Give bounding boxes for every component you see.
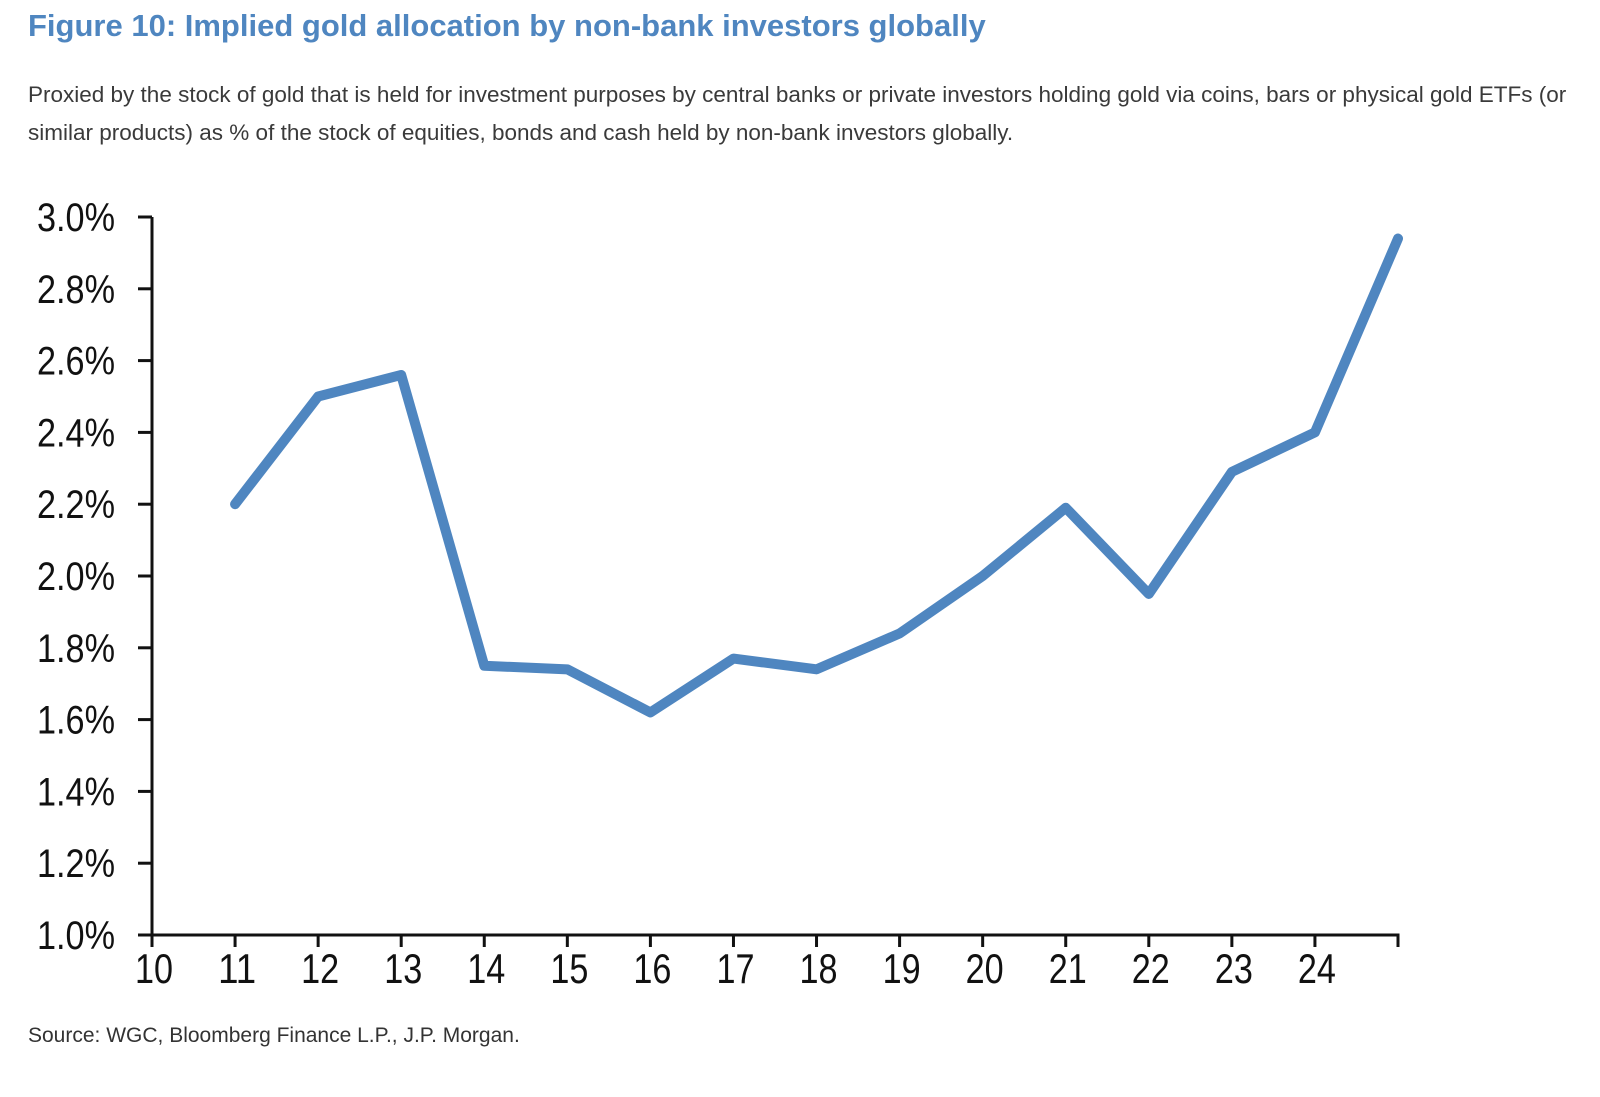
data-point (978, 572, 987, 580)
x-tick-label: 13 (384, 945, 422, 992)
y-tick-label: 1.0% (37, 914, 115, 958)
x-tick-label: 16 (633, 945, 671, 992)
data-point (812, 665, 821, 674)
y-tick-label: 1.4% (37, 770, 115, 814)
figure-subtitle: Proxied by the stock of gold that is hel… (28, 82, 1567, 145)
series-layer (230, 233, 1403, 718)
x-tick-label: 24 (1298, 945, 1336, 992)
x-tick-label: 11 (218, 945, 256, 992)
data-point (480, 661, 489, 670)
y-tick-label: 3.0% (37, 196, 115, 240)
x-tick-label: 22 (1132, 945, 1170, 992)
y-tick-label: 1.2% (37, 842, 115, 886)
data-point (729, 654, 738, 663)
x-tick-label: 15 (550, 945, 588, 992)
y-tick-label: 1.8% (37, 627, 115, 671)
data-point (1144, 589, 1153, 598)
figure-source: Source: WGC, Bloomberg Finance L.P., J.P… (28, 1024, 520, 1047)
data-point (314, 392, 323, 401)
y-tick-label: 2.0% (37, 555, 115, 599)
y-tick-label: 2.8% (37, 268, 115, 312)
series-line (230, 233, 1403, 718)
data-point (1310, 428, 1319, 437)
data-point (1394, 234, 1402, 243)
x-tick-label: 18 (800, 945, 838, 992)
data-point (231, 500, 240, 509)
line-chart: 1.0% 1.2% 1.4% 1.6% 1.8% 2.0% 2.2% 2.4% 2.6% 2.8%… (37, 196, 1403, 992)
x-tick-label: 12 (301, 945, 339, 992)
data-point (563, 665, 572, 674)
figure-title: Figure 10: Implied gold allocation by no… (28, 8, 986, 43)
y-tick-label: 2.2% (37, 483, 115, 527)
y-axis: 1.0% 1.2% 1.4% 1.6% 1.8% 2.0% 2.2% 2.4% 2.6% 2.8%… (37, 196, 154, 958)
data-point (1227, 467, 1236, 476)
x-axis: 10 11 12 13 14 15 16 17 18 19 20 21 22 23 24 (135, 933, 1400, 992)
y-tick-label: 1.6% (37, 699, 115, 743)
x-tick-label: 21 (1049, 945, 1087, 992)
y-tick-label: 2.6% (37, 340, 115, 384)
data-point (895, 629, 904, 638)
x-tick-label: 23 (1215, 945, 1253, 992)
data-point (1061, 503, 1070, 512)
x-tick-label: 14 (467, 945, 505, 992)
x-tick-label: 20 (966, 945, 1004, 992)
data-point (646, 708, 655, 717)
y-tick-label: 2.4% (37, 411, 115, 455)
x-tick-label: 19 (883, 945, 921, 992)
x-tick-label: 17 (716, 945, 754, 992)
data-point (397, 370, 406, 379)
x-tick-label: 10 (135, 945, 173, 992)
